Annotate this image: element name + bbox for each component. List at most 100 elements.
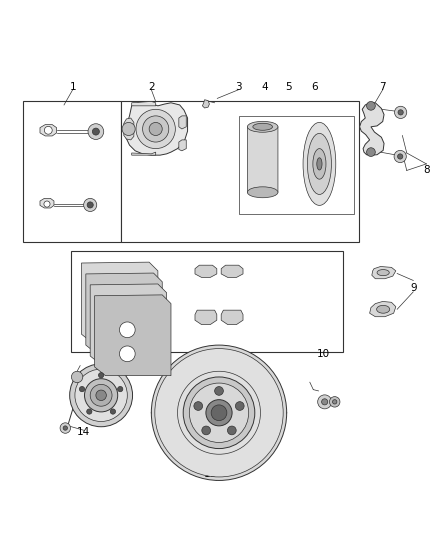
Circle shape bbox=[136, 109, 175, 149]
Polygon shape bbox=[124, 118, 134, 140]
Ellipse shape bbox=[151, 405, 287, 421]
Polygon shape bbox=[81, 262, 158, 343]
Ellipse shape bbox=[313, 149, 326, 179]
Circle shape bbox=[155, 349, 283, 477]
Circle shape bbox=[211, 405, 227, 421]
Polygon shape bbox=[90, 284, 166, 365]
Circle shape bbox=[398, 154, 403, 159]
Circle shape bbox=[111, 324, 127, 340]
Ellipse shape bbox=[377, 305, 390, 313]
Ellipse shape bbox=[253, 123, 272, 130]
Circle shape bbox=[117, 386, 123, 392]
Circle shape bbox=[71, 372, 83, 383]
Polygon shape bbox=[195, 265, 217, 277]
Circle shape bbox=[367, 101, 375, 110]
Circle shape bbox=[115, 335, 131, 351]
Text: 4: 4 bbox=[261, 83, 268, 93]
Polygon shape bbox=[221, 265, 243, 277]
Circle shape bbox=[63, 426, 67, 430]
Circle shape bbox=[87, 202, 93, 208]
Circle shape bbox=[122, 123, 135, 135]
Circle shape bbox=[235, 402, 244, 410]
Text: 14: 14 bbox=[77, 427, 90, 438]
Bar bbox=[71, 251, 343, 352]
Polygon shape bbox=[95, 295, 171, 376]
Circle shape bbox=[92, 128, 99, 135]
Circle shape bbox=[189, 383, 249, 442]
Circle shape bbox=[87, 409, 92, 414]
Text: 8: 8 bbox=[423, 165, 430, 175]
Bar bbox=[121, 101, 359, 243]
Polygon shape bbox=[221, 310, 243, 325]
Circle shape bbox=[84, 198, 97, 212]
Polygon shape bbox=[372, 266, 396, 279]
Ellipse shape bbox=[303, 123, 336, 205]
Circle shape bbox=[206, 400, 232, 426]
Circle shape bbox=[120, 322, 135, 338]
Polygon shape bbox=[202, 100, 209, 108]
Ellipse shape bbox=[307, 133, 332, 195]
Ellipse shape bbox=[247, 187, 278, 198]
Circle shape bbox=[110, 409, 116, 414]
Circle shape bbox=[44, 201, 50, 207]
Circle shape bbox=[183, 377, 255, 449]
Text: 2: 2 bbox=[148, 83, 155, 93]
Circle shape bbox=[120, 346, 135, 362]
Circle shape bbox=[143, 116, 169, 142]
Ellipse shape bbox=[377, 270, 389, 276]
Text: 10: 10 bbox=[317, 349, 330, 359]
Ellipse shape bbox=[317, 158, 322, 170]
Circle shape bbox=[149, 123, 162, 135]
Polygon shape bbox=[40, 125, 57, 136]
Circle shape bbox=[60, 423, 71, 433]
Text: 7: 7 bbox=[379, 83, 386, 93]
Polygon shape bbox=[132, 152, 155, 155]
Circle shape bbox=[79, 386, 85, 392]
Text: 1: 1 bbox=[69, 83, 76, 93]
Polygon shape bbox=[132, 101, 155, 106]
Circle shape bbox=[318, 395, 332, 409]
Circle shape bbox=[215, 386, 223, 395]
Circle shape bbox=[99, 373, 104, 378]
Polygon shape bbox=[40, 198, 54, 208]
Circle shape bbox=[70, 364, 133, 427]
Circle shape bbox=[115, 311, 131, 327]
Circle shape bbox=[329, 397, 340, 407]
Circle shape bbox=[106, 313, 122, 329]
Circle shape bbox=[96, 390, 106, 400]
Circle shape bbox=[44, 126, 52, 134]
Polygon shape bbox=[126, 103, 187, 155]
Circle shape bbox=[85, 379, 118, 412]
Bar bbox=[22, 101, 121, 243]
Polygon shape bbox=[179, 116, 186, 129]
Text: 9: 9 bbox=[410, 284, 417, 293]
Polygon shape bbox=[360, 103, 384, 155]
Circle shape bbox=[88, 124, 104, 140]
Circle shape bbox=[394, 150, 406, 163]
Text: 12: 12 bbox=[158, 349, 171, 359]
Circle shape bbox=[395, 106, 407, 118]
Circle shape bbox=[111, 300, 127, 316]
Circle shape bbox=[90, 384, 112, 406]
Circle shape bbox=[75, 369, 127, 422]
Circle shape bbox=[151, 345, 287, 480]
Polygon shape bbox=[195, 310, 217, 325]
Circle shape bbox=[398, 110, 403, 115]
Circle shape bbox=[332, 400, 337, 404]
Polygon shape bbox=[179, 140, 186, 151]
Circle shape bbox=[321, 399, 328, 405]
Polygon shape bbox=[86, 273, 162, 354]
Bar bbox=[239, 116, 354, 214]
Text: 13: 13 bbox=[121, 338, 134, 348]
Polygon shape bbox=[370, 302, 396, 317]
Circle shape bbox=[202, 426, 211, 435]
Text: 5: 5 bbox=[286, 83, 292, 93]
Text: 11: 11 bbox=[204, 469, 217, 479]
Polygon shape bbox=[247, 123, 278, 197]
Text: 6: 6 bbox=[312, 83, 318, 93]
Ellipse shape bbox=[247, 122, 278, 132]
Circle shape bbox=[194, 402, 203, 410]
Text: 3: 3 bbox=[235, 83, 242, 93]
Circle shape bbox=[106, 289, 122, 305]
Circle shape bbox=[367, 148, 375, 157]
